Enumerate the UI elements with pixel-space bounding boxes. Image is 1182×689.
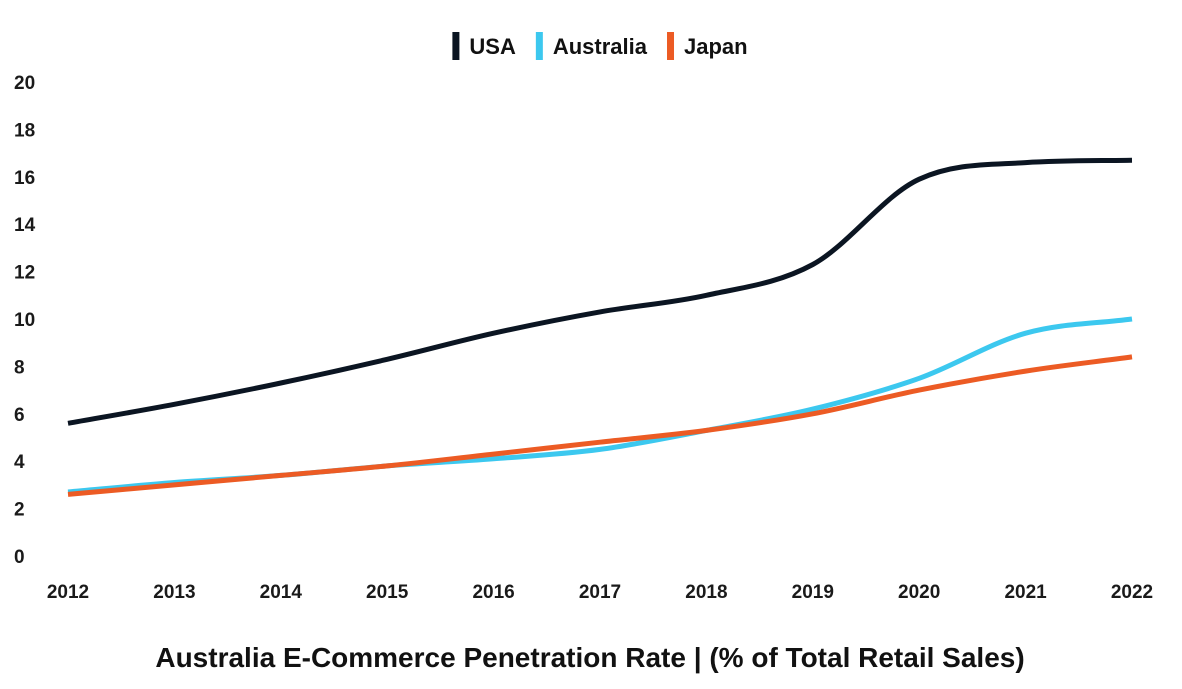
- y-tick-label: 4: [14, 452, 25, 473]
- y-tick-label: 20: [14, 73, 35, 94]
- series-line-japan: [67, 354, 1133, 497]
- x-tick-label: 2016: [472, 582, 514, 603]
- x-tick-label: 2020: [898, 582, 940, 603]
- legend-swatch-usa: [452, 32, 460, 60]
- y-tick-label: 0: [14, 547, 25, 568]
- x-tick-label: 2017: [579, 582, 621, 603]
- y-tick-label: 12: [14, 263, 35, 284]
- x-tick-label: 2012: [47, 582, 89, 603]
- y-tick-label: 10: [14, 310, 35, 331]
- x-tick-label: 2022: [1111, 582, 1153, 603]
- legend-swatch-japan: [667, 32, 675, 60]
- y-tick-label: 16: [14, 168, 35, 189]
- series-line-usa: [67, 157, 1133, 426]
- legend-label-japan: Japan: [684, 34, 748, 59]
- x-tick-label: 2019: [792, 582, 834, 603]
- y-tick-label: 2: [14, 500, 25, 521]
- series-line-australia: [67, 316, 1133, 495]
- legend: USA Australia Japan: [452, 32, 748, 60]
- series-lines: [67, 157, 1133, 497]
- chart-title: Australia E-Commerce Penetration Rate | …: [155, 642, 1024, 673]
- y-tick-label: 14: [14, 215, 36, 236]
- y-tick-label: 8: [14, 357, 25, 378]
- x-tick-label: 2021: [1004, 582, 1047, 603]
- x-axis: 2012 2013 2014 2015 2016 2017 2018 2019 2020 2021…: [47, 582, 1153, 603]
- x-tick-label: 2013: [153, 582, 195, 603]
- legend-label-australia: Australia: [553, 34, 648, 59]
- y-tick-label: 6: [14, 405, 25, 426]
- y-axis: 0 2 4 6 8 10 12 14 16 18 20: [14, 73, 36, 568]
- y-tick-label: 18: [14, 120, 35, 141]
- x-tick-label: 2018: [685, 582, 727, 603]
- legend-swatch-australia: [535, 32, 543, 60]
- x-tick-label: 2014: [260, 582, 303, 603]
- legend-label-usa: USA: [469, 34, 516, 59]
- x-tick-label: 2015: [366, 582, 409, 603]
